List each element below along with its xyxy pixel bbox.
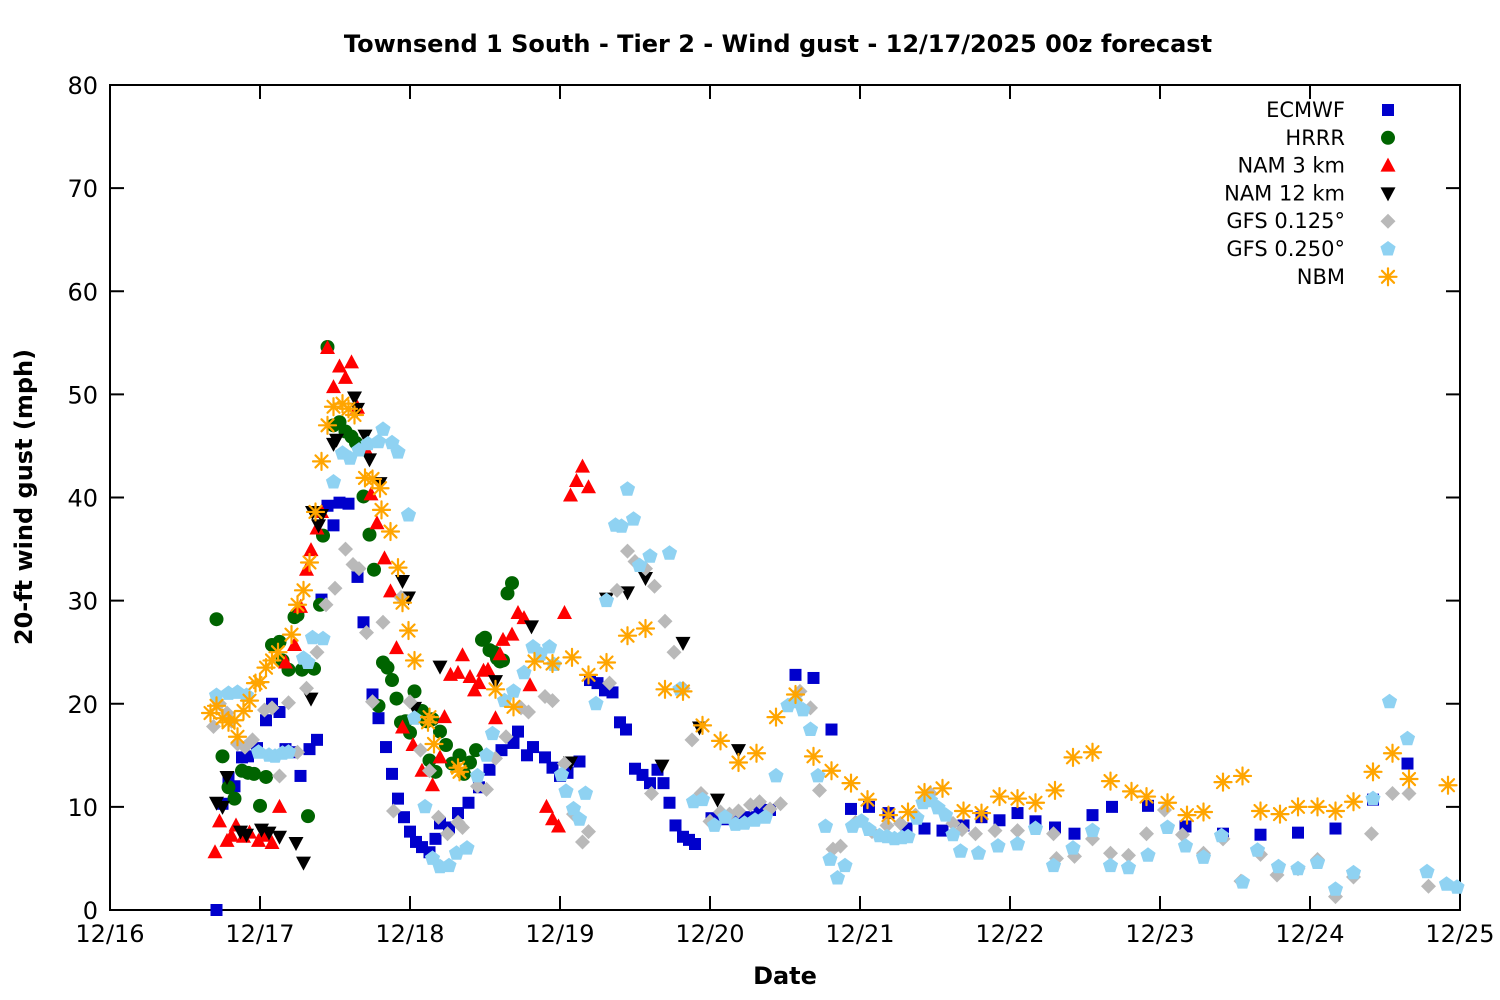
y-tick-label: 60 bbox=[67, 278, 98, 306]
legend-label: NBM bbox=[1297, 265, 1345, 289]
y-tick-label: 20 bbox=[67, 691, 98, 719]
x-tick-label: 12/21 bbox=[825, 920, 894, 948]
axes: 12/16 12/17 12/18 12/19 12/20 12/21 12/22 12/23… bbox=[67, 72, 1494, 948]
legend-label: GFS 0.250° bbox=[1226, 237, 1345, 261]
x-tick-label: 12/16 bbox=[75, 920, 144, 948]
y-tick-label: 40 bbox=[67, 485, 98, 513]
data-points-layer bbox=[200, 339, 1465, 916]
x-tick-label: 12/17 bbox=[225, 920, 294, 948]
y-tick-label: 0 bbox=[83, 897, 98, 925]
legend-label: NAM 12 km bbox=[1224, 181, 1345, 205]
x-axis-label: Date bbox=[753, 962, 817, 990]
y-tick-label: 80 bbox=[67, 72, 98, 100]
legend-label: HRRR bbox=[1285, 126, 1345, 150]
y-tick-label: 70 bbox=[67, 175, 98, 203]
x-tick-label: 12/19 bbox=[525, 920, 594, 948]
y-tick-label: 30 bbox=[67, 588, 98, 616]
series-gfs-0-250- bbox=[208, 421, 1465, 896]
legend-item-hrrr: HRRR bbox=[1285, 126, 1395, 150]
legend-label: NAM 3 km bbox=[1237, 154, 1345, 178]
legend-label: GFS 0.125° bbox=[1226, 209, 1345, 233]
legend-item-nam-12-km: NAM 12 km bbox=[1224, 181, 1396, 205]
chart-title: Townsend 1 South - Tier 2 - Wind gust - … bbox=[344, 30, 1212, 58]
legend-label: ECMWF bbox=[1266, 98, 1345, 122]
x-tick-label: 12/20 bbox=[675, 920, 744, 948]
series-ecmwf bbox=[210, 496, 1414, 916]
y-tick-label: 50 bbox=[67, 381, 98, 409]
y-axis-label: 20-ft wind gust (mph) bbox=[10, 349, 38, 645]
legend-item-gfs-0-250-: GFS 0.250° bbox=[1226, 237, 1396, 261]
x-tick-label: 12/24 bbox=[1275, 920, 1344, 948]
x-tick-label: 12/22 bbox=[975, 920, 1044, 948]
legend-item-gfs-0-125-: GFS 0.125° bbox=[1226, 209, 1396, 233]
legend-item-nbm: NBM bbox=[1297, 265, 1398, 289]
x-tick-label: 12/25 bbox=[1425, 920, 1494, 948]
legend: ECMWF HRRR NAM 3 km NAM 12 km GFS 0.125° GFS … bbox=[1224, 98, 1398, 289]
series-nbm bbox=[200, 394, 1458, 825]
y-tick-label: 10 bbox=[67, 794, 98, 822]
x-tick-label: 12/23 bbox=[1125, 920, 1194, 948]
legend-item-ecmwf: ECMWF bbox=[1266, 98, 1394, 122]
legend-item-nam-3-km: NAM 3 km bbox=[1237, 154, 1396, 178]
x-tick-label: 12/18 bbox=[375, 920, 444, 948]
